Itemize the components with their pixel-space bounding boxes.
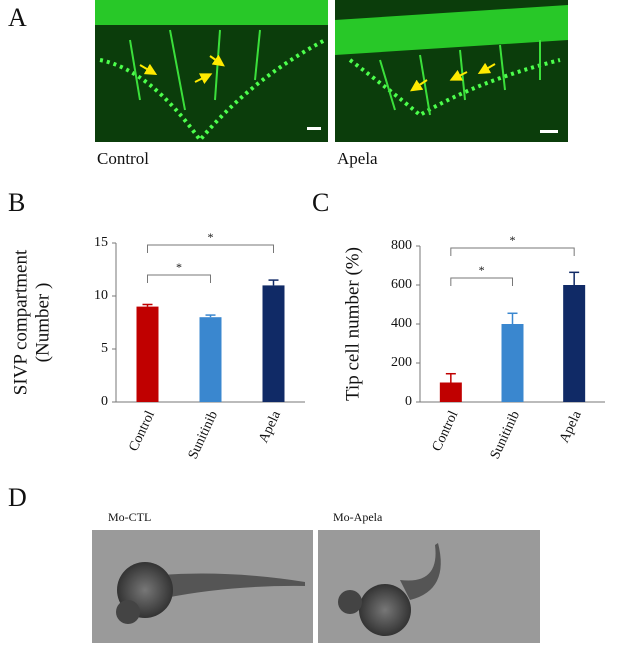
x-tick-label: Control	[126, 409, 158, 454]
y-tick-label: 600	[391, 277, 412, 292]
bar	[439, 382, 462, 402]
y-axis-label: (Number )	[32, 283, 53, 363]
embryo-image	[318, 530, 540, 643]
x-tick-label: Sunitinib	[488, 409, 523, 462]
y-axis-label: SIVP compartment	[10, 249, 31, 395]
y-tick-label: 0	[101, 394, 108, 409]
y-tick-label: 10	[94, 288, 108, 303]
significance-label: *	[176, 260, 182, 274]
bar	[501, 324, 524, 402]
significance-label: *	[208, 230, 214, 244]
y-tick-label: 0	[405, 394, 412, 409]
bar	[136, 306, 159, 402]
panel-label: C	[312, 188, 329, 217]
significance-bracket	[450, 277, 513, 286]
y-tick-label: 200	[391, 355, 412, 370]
image-caption: Mo-Apela	[333, 510, 383, 524]
significance-bracket	[450, 247, 575, 256]
x-tick-label: Apela	[256, 408, 284, 445]
panel-label: B	[8, 188, 25, 217]
panel-label: D	[8, 483, 27, 512]
panel-label: A	[8, 3, 27, 32]
significance-label: *	[479, 263, 485, 277]
embryo-image	[92, 530, 313, 643]
image-caption: Mo-CTL	[108, 510, 151, 524]
significance-bracket	[147, 244, 274, 253]
x-tick-label: Sunitinib	[186, 409, 221, 462]
micrograph	[335, 0, 568, 142]
significance-label: *	[510, 233, 516, 247]
significance-bracket	[147, 274, 211, 283]
bar	[563, 285, 586, 402]
y-tick-label: 15	[94, 235, 108, 250]
y-tick-label: 800	[391, 238, 412, 253]
bar	[262, 285, 285, 402]
image-caption: Control	[97, 149, 149, 168]
image-caption: Apela	[337, 149, 378, 168]
y-axis-label: Tip cell number (%)	[342, 247, 363, 401]
y-tick-label: 400	[391, 316, 412, 331]
bar	[199, 317, 222, 402]
y-tick-label: 5	[101, 341, 108, 356]
micrograph	[95, 0, 328, 144]
x-tick-label: Control	[430, 409, 462, 454]
x-tick-label: Apela	[557, 408, 585, 445]
